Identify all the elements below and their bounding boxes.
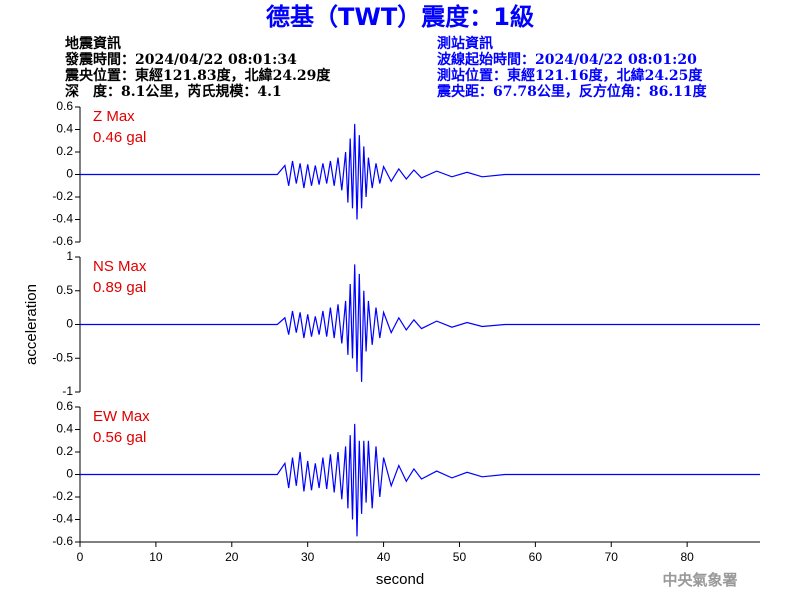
title: 德基（TWT）震度：1級 — [266, 3, 534, 31]
max-label: 0.56 gal — [93, 429, 146, 446]
y-tick-label: 0 — [66, 467, 73, 481]
waveform — [80, 423, 760, 537]
info-right: 震央距：67.78公里，反方位角：86.11度 — [436, 83, 708, 100]
x-axis-label: second — [376, 571, 424, 588]
x-tick-label: 0 — [77, 550, 84, 564]
component-label: EW Max — [93, 408, 150, 425]
info-right: 波線起始時間：2024/04/22 08:01:20 — [437, 51, 697, 68]
y-tick-label: -0.5 — [52, 350, 73, 364]
component-label: NS Max — [93, 258, 147, 275]
y-tick-label: -0.4 — [52, 512, 73, 526]
y-tick-label: -0.6 — [52, 234, 73, 248]
waveform — [80, 264, 760, 382]
y-tick-label: 0.6 — [56, 99, 73, 113]
x-tick-label: 50 — [453, 550, 467, 564]
x-tick-label: 30 — [301, 550, 315, 564]
y-tick-label: -0.6 — [52, 534, 73, 548]
x-tick-label: 60 — [529, 550, 543, 564]
y-tick-label: -0.4 — [52, 212, 73, 226]
x-tick-label: 10 — [149, 550, 163, 564]
info-left: 深 度：8.1公里，芮氏規模：4.1 — [65, 83, 282, 100]
y-tick-label: -0.2 — [52, 489, 73, 503]
max-label: 0.46 gal — [93, 129, 146, 146]
y-tick-label: 0.4 — [56, 422, 73, 436]
x-tick-label: 20 — [225, 550, 239, 564]
x-tick-label: 80 — [680, 550, 694, 564]
y-tick-label: 0.5 — [56, 283, 73, 297]
y-tick-label: -0.2 — [52, 189, 73, 203]
info-left: 發震時間：2024/04/22 08:01:34 — [64, 51, 297, 68]
info-right: 測站資訊 — [437, 35, 493, 52]
x-tick-label: 40 — [377, 550, 391, 564]
watermark: 中央氣象署 — [662, 571, 737, 589]
y-tick-label: 0 — [66, 167, 73, 181]
y-tick-label: 0 — [66, 317, 73, 331]
x-tick-label: 70 — [605, 550, 619, 564]
y-tick-label: 0.4 — [56, 122, 73, 136]
waveform — [80, 123, 760, 220]
max-label: 0.89 gal — [93, 279, 146, 296]
y-tick-label: 1 — [66, 249, 73, 263]
component-label: Z Max — [93, 108, 135, 125]
info-right: 測站位置：東經121.16度，北緯24.25度 — [437, 67, 703, 84]
info-left: 震央位置：東經121.83度，北緯24.29度 — [64, 67, 331, 84]
y-tick-label: 0.6 — [56, 399, 73, 413]
y-tick-label: 0.2 — [56, 144, 73, 158]
y-tick-label: -1 — [62, 384, 73, 398]
info-left: 地震資訊 — [65, 35, 121, 52]
y-axis-label: acceleration — [23, 284, 40, 365]
y-tick-label: 0.2 — [56, 444, 73, 458]
